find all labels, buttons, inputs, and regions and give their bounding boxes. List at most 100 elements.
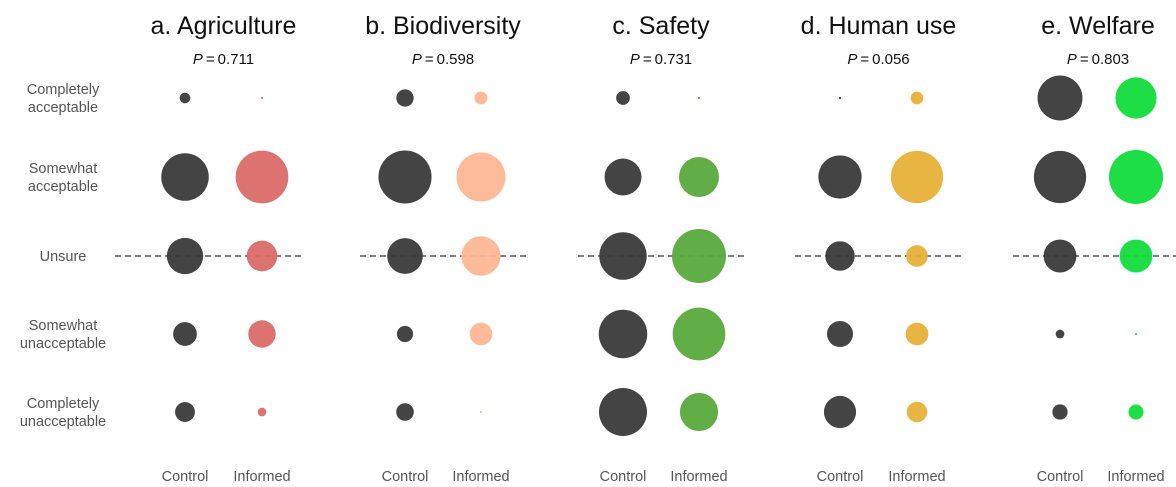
- control-bubble: [175, 402, 195, 422]
- control-bubble: [167, 238, 203, 274]
- control-label: Control: [162, 469, 209, 485]
- informed-bubble: [1128, 404, 1143, 419]
- informed-bubble: [698, 97, 700, 99]
- informed-bubble: [457, 153, 506, 202]
- control-bubble: [1044, 240, 1077, 273]
- panel-title: d. Human use: [801, 12, 957, 40]
- panel: e. Welfare P = 0.803 Control Informed: [1013, 12, 1176, 485]
- informed-bubble: [258, 408, 267, 417]
- row-label: Somewhat acceptable: [28, 161, 98, 195]
- control-label: Control: [382, 469, 429, 485]
- row-labels: Completely acceptable Somewhat acceptable Un…: [20, 82, 106, 430]
- informed-label: Informed: [888, 469, 945, 485]
- control-bubble: [825, 241, 854, 270]
- control-bubble: [824, 396, 856, 428]
- control-bubble: [378, 150, 431, 203]
- control-bubble: [599, 310, 647, 358]
- p-value-label: P = 0.598: [412, 51, 474, 68]
- informed-bubble: [1135, 333, 1137, 335]
- panel: b. Biodiversity P = 0.598 Control Informed: [360, 12, 528, 485]
- row-label: Somewhat unacceptable: [20, 318, 106, 352]
- p-symbol: P: [847, 51, 857, 68]
- control-label: Control: [600, 469, 647, 485]
- panel-title: a. Agriculture: [151, 12, 297, 40]
- informed-bubble: [911, 92, 924, 105]
- informed-label: Informed: [233, 469, 290, 485]
- p-value-label: P = 0.803: [1067, 51, 1129, 68]
- p-value-label: P = 0.731: [630, 51, 692, 68]
- control-label: Control: [817, 469, 864, 485]
- row-label-line: Somewhat: [29, 161, 98, 177]
- informed-bubble: [480, 411, 482, 413]
- informed-bubble: [248, 320, 275, 347]
- informed-bubble: [247, 241, 278, 272]
- informed-bubble: [906, 245, 928, 267]
- control-bubble: [387, 238, 423, 274]
- p-equals: =: [640, 51, 655, 68]
- p-equals: =: [203, 51, 218, 68]
- p-equals: =: [857, 51, 872, 68]
- p-value-label: P = 0.711: [193, 51, 254, 68]
- control-bubble: [173, 322, 197, 346]
- informed-bubble: [679, 157, 719, 197]
- informed-bubble: [673, 308, 726, 361]
- row-label-line: unacceptable: [20, 336, 106, 352]
- control-bubble: [839, 97, 841, 99]
- p-symbol: P: [193, 51, 203, 68]
- informed-bubble: [261, 97, 263, 99]
- informed-bubble: [1120, 240, 1153, 273]
- control-label: Control: [1037, 469, 1084, 485]
- control-bubble: [396, 89, 413, 106]
- p-value: 0.711: [218, 51, 254, 68]
- row-label: Completely acceptable: [27, 82, 100, 116]
- control-bubble: [616, 91, 630, 105]
- control-bubble: [827, 321, 853, 347]
- p-value: 0.731: [655, 51, 693, 68]
- control-bubble: [1038, 76, 1083, 121]
- control-bubble: [1052, 404, 1067, 419]
- row-label-line: unacceptable: [20, 414, 106, 430]
- p-value: 0.803: [1092, 51, 1130, 68]
- p-symbol: P: [630, 51, 640, 68]
- panel: d. Human use P = 0.056 Control Informed: [795, 12, 964, 485]
- informed-bubble: [1109, 150, 1163, 204]
- panel-title: c. Safety: [612, 12, 710, 40]
- p-equals: =: [422, 51, 437, 68]
- p-value: 0.056: [872, 51, 910, 68]
- control-bubble: [599, 388, 647, 436]
- row-label-line: acceptable: [28, 179, 98, 195]
- informed-label: Informed: [1107, 469, 1164, 485]
- informed-bubble: [891, 151, 943, 203]
- row-label: Completely unacceptable: [20, 396, 106, 430]
- informed-bubble: [236, 151, 289, 204]
- panel-title: e. Welfare: [1041, 12, 1154, 40]
- control-bubble: [161, 153, 209, 201]
- row-label-line: Unsure: [40, 249, 87, 265]
- informed-label: Informed: [670, 469, 727, 485]
- informed-bubble: [470, 323, 493, 346]
- panel: a. Agriculture P = 0.711 Control Informed: [115, 12, 305, 485]
- control-bubble: [1056, 330, 1065, 339]
- control-bubble: [599, 232, 647, 280]
- informed-label: Informed: [452, 469, 509, 485]
- p-symbol: P: [412, 51, 422, 68]
- row-label: Unsure: [40, 249, 87, 265]
- informed-bubble: [461, 236, 500, 275]
- control-bubble: [1034, 151, 1086, 203]
- panel: c. Safety P = 0.731 Control Informed: [578, 12, 746, 485]
- control-bubble: [818, 155, 861, 198]
- row-label-line: acceptable: [28, 100, 98, 116]
- p-symbol: P: [1067, 51, 1077, 68]
- row-label-line: Completely: [27, 82, 100, 98]
- control-bubble: [396, 403, 414, 421]
- control-bubble: [180, 93, 191, 104]
- informed-bubble: [906, 323, 929, 346]
- row-label-line: Somewhat: [29, 318, 98, 334]
- informed-bubble: [680, 393, 718, 431]
- control-bubble: [397, 326, 413, 342]
- row-label-line: Completely: [27, 396, 100, 412]
- panel-title: b. Biodiversity: [365, 12, 521, 40]
- informed-bubble: [672, 229, 726, 283]
